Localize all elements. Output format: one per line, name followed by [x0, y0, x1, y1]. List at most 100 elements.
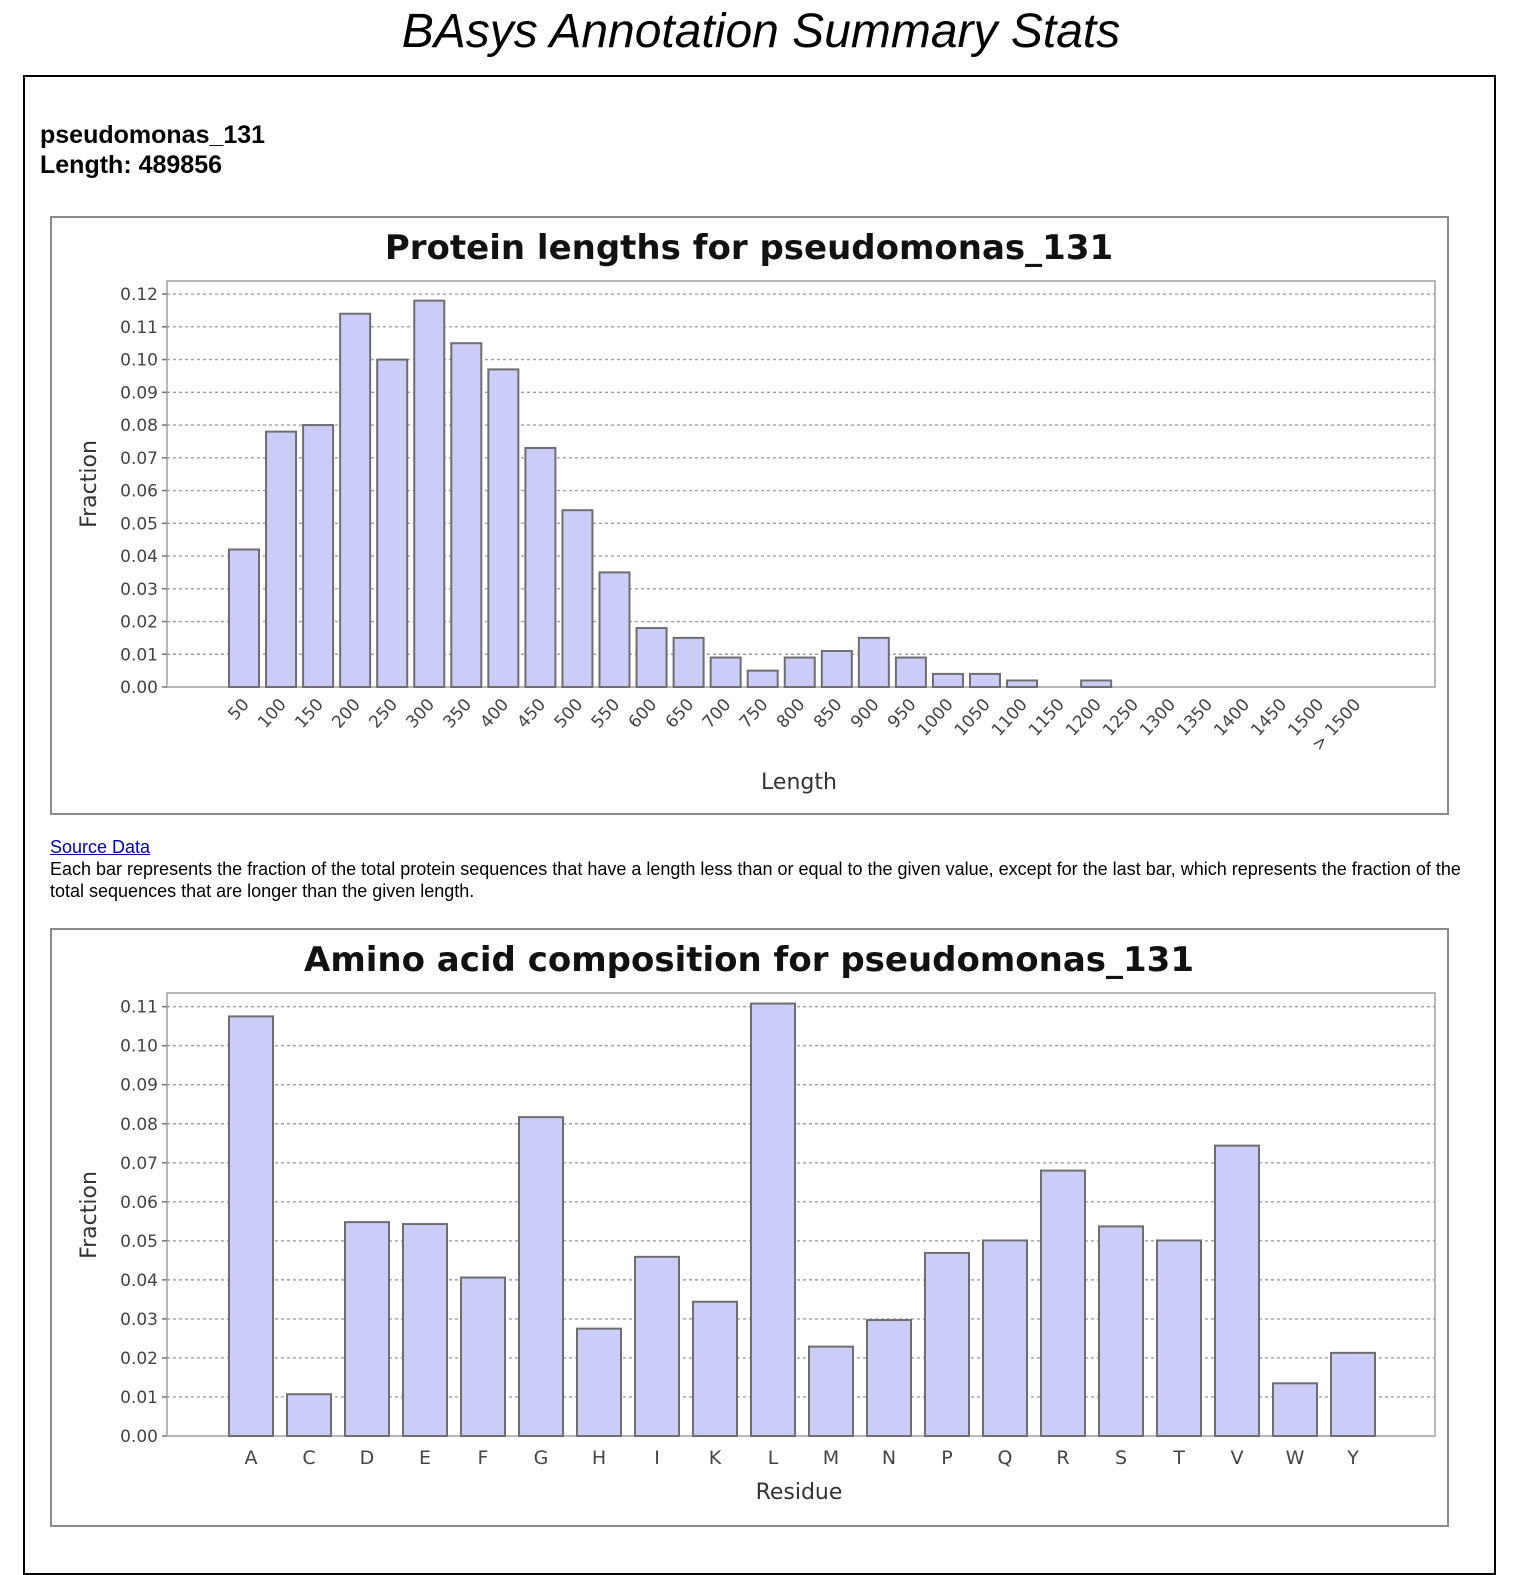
bar: [450, 342, 483, 688]
amino-acid-composition-chart-svg: Amino acid composition for pseudomonas_1…: [77, 940, 1436, 1505]
source-data-link[interactable]: Source Data: [50, 837, 151, 857]
x-tick-label: F: [478, 1447, 489, 1469]
x-tick-label: 450: [514, 695, 551, 733]
x-tick-label: T: [1172, 1447, 1185, 1469]
bar: [1098, 1225, 1144, 1438]
bar: [746, 669, 779, 688]
y-tick-label: 0.12: [120, 285, 158, 305]
x-tick-label: W: [1286, 1447, 1305, 1469]
x-tick-label: 750: [736, 695, 773, 733]
x-tick-label: 300: [402, 695, 439, 733]
y-tick-label: 0.09: [120, 1076, 158, 1096]
bar: [561, 509, 594, 688]
x-tick-label: 550: [588, 695, 625, 733]
bar: [344, 1221, 390, 1438]
bar: [982, 1239, 1028, 1437]
x-tick-label: 900: [847, 695, 884, 733]
y-tick-label: 0.08: [120, 416, 158, 436]
bar: [460, 1276, 506, 1437]
bar: [1272, 1382, 1318, 1438]
y-tick-label: 0.05: [120, 514, 158, 534]
genome-length: Length: 489856: [40, 151, 223, 179]
x-tick-label: G: [534, 1447, 549, 1469]
x-tick-label: K: [709, 1447, 722, 1469]
x-axis-label: Length: [761, 770, 837, 795]
x-tick-label: L: [768, 1447, 779, 1469]
y-tick-label: 0.03: [120, 1310, 158, 1330]
bar: [413, 299, 446, 688]
y-tick-label: 0.07: [120, 1154, 158, 1174]
x-tick-label: R: [1056, 1447, 1069, 1469]
x-tick-label: N: [882, 1447, 896, 1469]
protein-lengths-chart-svg: Protein lengths for pseudomonas_131 0.00 0…: [77, 228, 1436, 795]
y-tick-label: 0.05: [120, 1232, 158, 1252]
page-title: BAsys Annotation Summary Stats: [401, 5, 1121, 58]
x-tick-label: 1200: [1062, 695, 1106, 741]
genome-name: pseudomonas_131: [40, 121, 266, 149]
x-tick-label: 150: [291, 695, 328, 733]
x-tick-label: 1150: [1025, 695, 1069, 741]
x-tick-label: I: [654, 1447, 660, 1469]
x-tick-label: Y: [1346, 1447, 1359, 1469]
x-tick-label: 1350: [1173, 695, 1217, 741]
y-axis-label: Fraction: [77, 1171, 102, 1259]
bar: [924, 1251, 970, 1437]
bar: [1080, 679, 1113, 688]
bar: [286, 1393, 332, 1437]
x-tick-label: 800: [773, 695, 810, 733]
x-tick-label: E: [419, 1447, 431, 1469]
chart-title: Protein lengths for pseudomonas_131: [385, 228, 1113, 268]
bar: [376, 358, 409, 688]
x-tick-label: 850: [810, 695, 847, 733]
y-tick-label: 0.04: [120, 547, 158, 567]
x-tick-label: S: [1115, 1447, 1127, 1469]
x-axis-label: Residue: [756, 1480, 843, 1505]
x-tick-label: 1400: [1210, 695, 1254, 741]
bar: [265, 430, 298, 688]
bar: [931, 672, 964, 689]
x-tick-label: 1100: [988, 695, 1032, 741]
bar: [808, 1345, 854, 1437]
x-tick-label: D: [360, 1447, 375, 1469]
bar: [339, 312, 372, 688]
bar: [709, 656, 742, 688]
bar: [402, 1223, 448, 1437]
bar: [1156, 1239, 1202, 1437]
bar: [634, 1255, 680, 1437]
x-tick-label: P: [941, 1447, 952, 1469]
y-tick-label: 0.01: [120, 1388, 158, 1408]
y-tick-label: 0.09: [120, 383, 158, 403]
y-tick-label: 0.06: [120, 482, 158, 502]
bar: [894, 656, 927, 688]
bar: [228, 1015, 274, 1438]
x-tick-label: 700: [699, 695, 736, 733]
bar: [1330, 1351, 1376, 1437]
bar: [518, 1116, 564, 1437]
bar: [672, 636, 705, 688]
protein-lengths-chart: Protein lengths for pseudomonas_131 0.00 0…: [50, 216, 1449, 815]
bar: [1214, 1144, 1260, 1437]
y-tick-label: 0.02: [120, 1349, 158, 1369]
x-tick-label: 600: [625, 695, 662, 733]
x-tick-label: 1050: [951, 695, 995, 741]
bar: [302, 424, 335, 688]
x-tick-label: 100: [254, 695, 291, 733]
x-tick-label: Q: [998, 1447, 1013, 1469]
x-tick-label: 650: [662, 695, 699, 733]
x-tick-label: A: [245, 1447, 258, 1469]
bar: [1040, 1169, 1086, 1437]
y-axis-label: Fraction: [77, 440, 102, 528]
chart-title: Amino acid composition for pseudomonas_1…: [304, 940, 1194, 980]
x-tick-label: 500: [551, 695, 588, 733]
y-tick-label: 0.03: [120, 580, 158, 600]
bar: [598, 571, 631, 688]
x-tick-label: 1300: [1136, 695, 1180, 741]
y-tick-label: 0.02: [120, 613, 158, 633]
bar: [750, 1002, 796, 1437]
bar: [866, 1319, 912, 1437]
x-tick-label: 200: [328, 695, 365, 733]
y-tick-label: 0.06: [120, 1193, 158, 1213]
y-tick-label: 0.11: [120, 318, 158, 338]
amino-acid-composition-chart: Amino acid composition for pseudomonas_1…: [50, 928, 1449, 1527]
x-tick-label: 1000: [914, 695, 958, 741]
